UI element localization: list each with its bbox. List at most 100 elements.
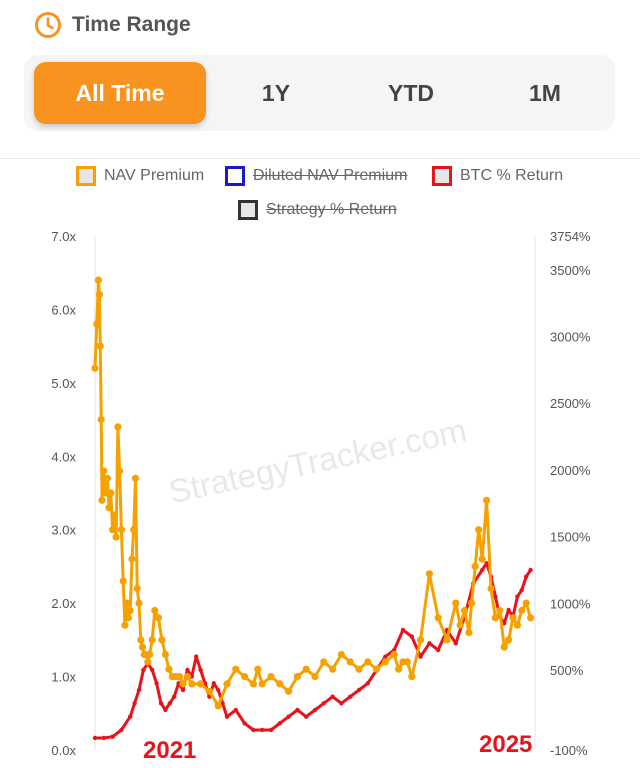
tab-1m[interactable]: 1M [529,79,561,106]
btc-return-point [172,694,177,699]
btc-return-point [233,707,238,713]
btc-return-point [330,694,335,699]
btc-return-point [141,667,146,673]
nav-premium-point [112,533,120,541]
nav-premium-point [475,526,483,534]
nav-premium-point [513,621,522,629]
btc-return-point [92,735,98,741]
btc-return-point [427,641,432,646]
nav-premium-point [103,474,111,482]
nav-premium-point [144,658,152,666]
y-left-tick-label: 5.0x [51,376,76,391]
btc-return-point [436,647,441,653]
btc-return-point [339,701,344,706]
btc-return-point [383,654,388,659]
y-right-tick-label: 3500% [550,263,591,278]
btc-return-point [480,567,485,573]
nav-premium-point [302,665,310,673]
btc-return-point [295,707,300,713]
tab-all-time[interactable]: All Time [34,62,206,124]
nav-premium-point [232,665,240,673]
legend-label-strategy: Strategy % Return [266,201,397,218]
btc-return-point [132,701,137,706]
section-title: Time Range [72,13,191,36]
nav-premium-point [105,504,113,512]
y-right-tick-label: 3754% [550,229,591,244]
nav-premium-point [148,636,156,644]
btc-return-point [136,687,142,693]
btc-return-point [167,701,172,706]
y-right-tick-label: 1000% [550,596,591,611]
legend-diluted-nav-premium[interactable]: Diluted NAV Premium [225,166,407,186]
time-range-header: Time Range [34,10,191,40]
btc-return-point [484,561,489,566]
nav-premium-point [241,673,249,681]
btc-return-point [251,727,256,733]
nav-premium-point [165,665,173,673]
btc-return-point [524,574,529,579]
nav-premium-point [205,687,213,695]
nav-premium-point [146,650,154,659]
btc-return-point [128,714,133,719]
btc-return-point [409,634,414,639]
btc-return-point [348,694,353,699]
nav-premium-point [154,614,162,622]
nav-premium-point [258,680,266,688]
btc-return-point [502,621,507,626]
legend-nav-premium[interactable]: NAV Premium [76,166,204,186]
btc-return-point [304,714,309,719]
nav-premium-point [110,511,118,519]
nav-premium-point [468,599,476,607]
nav-premium-point [95,291,103,299]
nav-premium-point [408,673,416,681]
nav-premium-point [130,526,138,534]
btc-return-point [356,687,362,693]
nav-premium-point [223,680,231,688]
y-left-tick-label: 0.0x [51,743,76,758]
btc-return-point [158,701,164,706]
btc-return-point [154,681,159,686]
nav-premium-point [505,636,513,644]
nav-premium-point [214,702,222,710]
btc-return-point [286,714,291,719]
btc-return-point [110,734,115,739]
nav-premium-point [276,680,284,688]
btc-return-point [211,681,216,686]
nav-premium-point [491,614,499,622]
nav-premium-point [121,621,129,629]
legend-strategy-return[interactable]: Strategy % Return [238,200,397,220]
nav-premium-point [527,614,535,622]
tab-1y[interactable]: 1Y [261,79,291,106]
btc-return-point [515,594,520,599]
y-right-tick-label: 2500% [550,396,591,411]
nav-premium-point [471,562,479,570]
nav-premium-point [100,467,108,475]
y-right-tick-label: -100% [550,743,588,758]
btc-return-point [242,721,247,726]
nav-premium-point [102,489,110,497]
nav-premium-point [254,665,262,673]
nav-premium-point [267,673,275,681]
nav-premium-point [124,614,132,622]
nav-premium-point [123,599,131,607]
btc-return-point [312,707,318,713]
nav-premium-point [188,680,196,688]
series-line-btc-return [93,561,533,740]
legend-btc-return[interactable]: BTC % Return [432,166,563,186]
nav-premium-point [175,673,184,681]
y-right-tick-label: 3000% [550,330,591,345]
nav-premium-point [97,416,105,424]
nav-premium-point [161,650,169,659]
tab-ytd[interactable]: YTD [388,79,434,106]
nav-premium-point [483,496,491,504]
nav-premium-point [456,621,464,629]
nav-premium-point [114,423,122,431]
divider [0,158,640,159]
nav-premium-point [137,636,145,644]
nav-premium-point [138,643,147,651]
nav-premium-point [487,584,495,593]
nav-premium-point [346,658,354,666]
watermark-text: StrategyTracker.com [165,411,469,510]
btc-return-point [453,641,458,646]
legend-swatch-nav [76,166,96,186]
